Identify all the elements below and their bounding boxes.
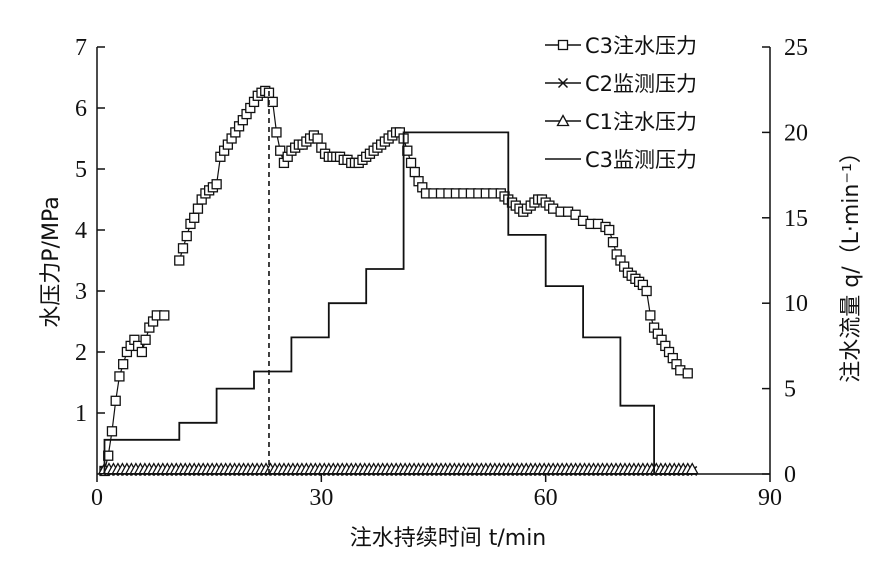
y-left-tick-label: 2 <box>75 340 87 366</box>
y-right-tick-label: 15 <box>784 206 808 232</box>
legend-label-3: C1注水压力 <box>585 110 697 134</box>
y-right-tick-label: 0 <box>784 462 796 488</box>
y-left-tick-label: 1 <box>75 401 87 427</box>
legend-label-1: C3注水压力 <box>585 34 697 58</box>
x-axis-label: 注水持续时间 t/min <box>350 526 547 551</box>
y-right-tick-label: 25 <box>784 35 808 61</box>
legend-marker-2 <box>557 77 569 89</box>
y-left-tick-label: 4 <box>75 218 87 244</box>
data-point-c3-injection <box>110 395 121 406</box>
y-left-tick-label: 5 <box>75 157 87 183</box>
data-point-c3-injection <box>275 145 286 156</box>
data-point-c3-injection <box>271 127 282 138</box>
x-tick-label: 30 <box>309 485 333 511</box>
legend-label-4: C3监测压力 <box>585 148 697 172</box>
data-point-c3-injection <box>645 310 656 321</box>
legend-marker-1 <box>557 39 569 51</box>
data-point-c3-injection <box>114 371 125 382</box>
data-point-c3-injection <box>106 426 118 437</box>
y-right-tick-label: 20 <box>784 120 808 146</box>
series-line-4 <box>103 131 696 475</box>
data-point-c3-injection <box>641 285 652 297</box>
data-point-c3-injection <box>570 209 581 220</box>
y-right-tick-label: 10 <box>784 291 808 317</box>
data-point-c3-injection <box>181 230 192 242</box>
legend-label-2: C2监测压力 <box>585 72 697 96</box>
y-left-tick-label: 7 <box>75 35 87 61</box>
y-axis-right-label: 注水流量 q/（L·min⁻¹） <box>839 141 864 383</box>
y-left-tick-label: 6 <box>75 96 87 122</box>
data-point-c3-injection <box>682 368 693 379</box>
data-point-c3-injection <box>409 166 420 178</box>
x-tick-label: 90 <box>758 485 782 511</box>
data-point-c3-injection <box>118 359 129 370</box>
data-point-c3-injection <box>604 224 615 236</box>
data-point-c3-injection <box>136 346 148 358</box>
data-point-c3-injection <box>211 179 222 190</box>
legend: C3注水压力 C2监测压力 C1注水压力 C3监测压力 <box>545 34 697 172</box>
data-point-c3-injection <box>192 203 204 214</box>
y-axis-left-label: 水压力P/MPa <box>39 196 64 327</box>
data-point-c3-injection <box>607 237 619 248</box>
data-point-c3-injection <box>159 310 170 321</box>
chart-marks <box>97 85 699 477</box>
data-point-c3-injection <box>174 255 185 266</box>
x-tick-label: 0 <box>91 485 103 511</box>
data-point-c3-injection <box>177 243 189 254</box>
axes: 0 30 60 90 1 2 3 4 5 6 7 0 5 10 15 20 25 <box>75 35 808 511</box>
x-tick-label: 60 <box>534 485 558 511</box>
y-right-tick-label: 5 <box>784 377 796 403</box>
data-point-c3-injection <box>140 334 151 345</box>
data-point-c3-injection <box>312 133 323 144</box>
legend-marker-3 <box>556 114 570 127</box>
data-point-c3-injection <box>405 157 417 169</box>
data-point-c3-injection <box>189 212 200 223</box>
y-left-tick-label: 3 <box>75 279 87 305</box>
